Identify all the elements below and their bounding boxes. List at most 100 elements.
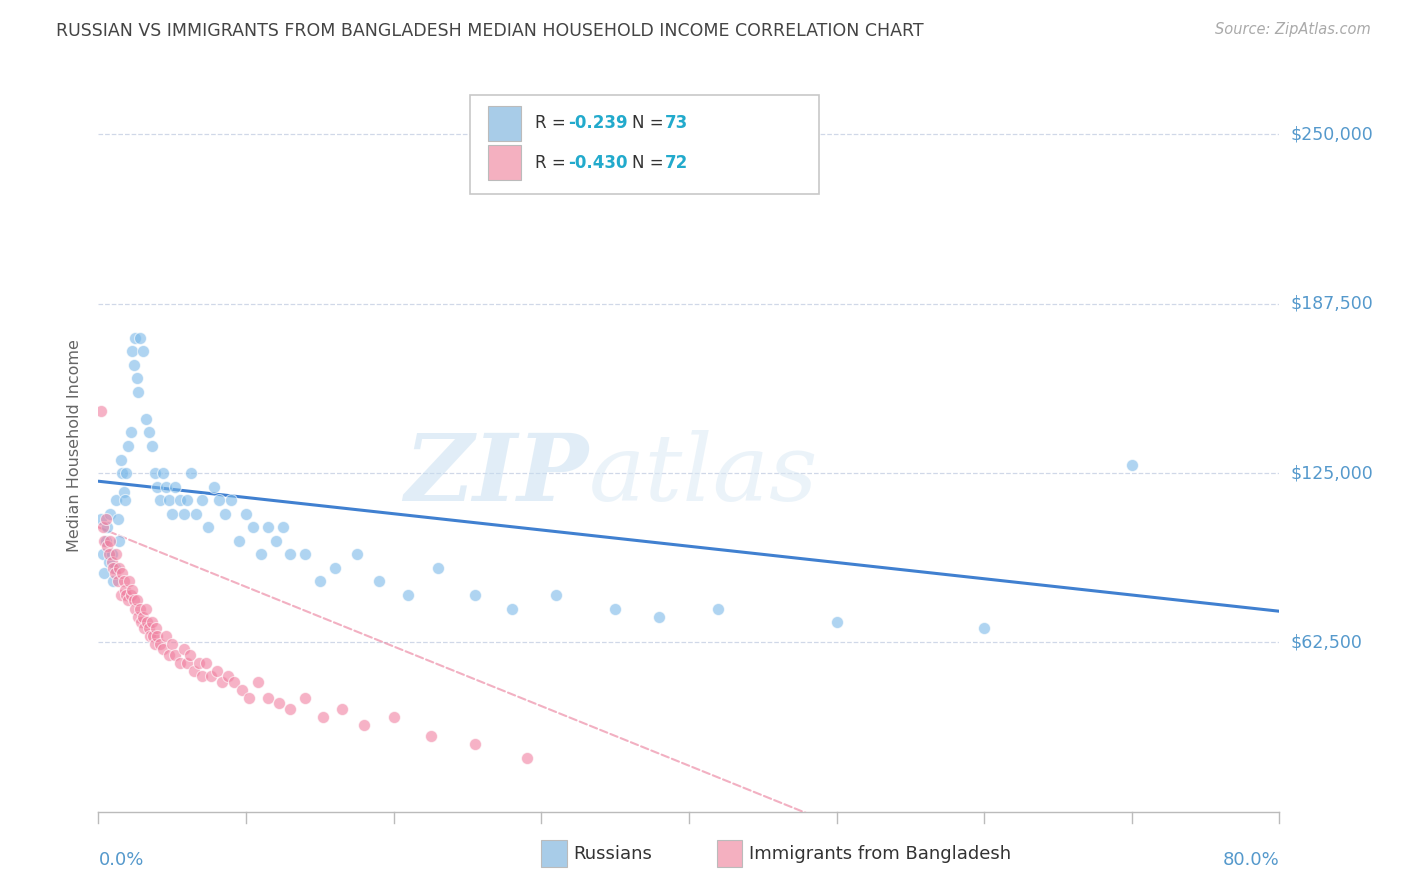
Point <box>228 533 250 548</box>
Point <box>104 561 127 575</box>
Point <box>257 520 280 534</box>
Text: $250,000: $250,000 <box>1291 126 1374 144</box>
Point <box>96 539 118 553</box>
Point <box>96 520 118 534</box>
Point <box>155 480 177 494</box>
Point <box>257 690 280 705</box>
Point <box>173 642 195 657</box>
Point <box>202 480 225 494</box>
Point <box>464 737 486 751</box>
Point <box>294 547 316 561</box>
Point <box>132 344 155 359</box>
Point <box>122 593 145 607</box>
Point <box>94 512 117 526</box>
Point <box>143 466 166 480</box>
Point <box>107 574 129 589</box>
Point <box>191 493 214 508</box>
Point <box>114 582 136 597</box>
Point <box>219 493 242 508</box>
Text: Russians: Russians <box>574 845 652 863</box>
Point <box>110 452 132 467</box>
Point <box>309 574 332 589</box>
Point <box>155 629 177 643</box>
Point <box>103 574 125 589</box>
Point <box>214 507 236 521</box>
Point <box>93 533 115 548</box>
Point <box>104 566 127 581</box>
Point <box>464 588 486 602</box>
Point <box>108 561 131 575</box>
Point <box>195 656 218 670</box>
Point <box>124 601 146 615</box>
Point <box>94 533 117 548</box>
Text: -0.430: -0.430 <box>568 154 628 172</box>
Text: 80.0%: 80.0% <box>1223 851 1279 869</box>
Point <box>368 574 391 589</box>
Point <box>312 710 335 724</box>
Point <box>125 593 148 607</box>
Point <box>127 384 149 399</box>
Point <box>98 507 121 521</box>
Point <box>127 609 149 624</box>
Point <box>162 507 183 521</box>
Point <box>353 718 375 732</box>
Point <box>90 404 112 418</box>
Point <box>267 697 290 711</box>
Point <box>146 629 169 643</box>
Bar <box>488 106 522 141</box>
Point <box>396 588 419 602</box>
Point <box>382 710 405 724</box>
Point <box>117 439 139 453</box>
Point <box>176 493 198 508</box>
Point <box>97 556 120 570</box>
Point <box>142 629 165 643</box>
Point <box>120 425 142 440</box>
Text: 73: 73 <box>665 114 689 132</box>
Point <box>169 493 191 508</box>
Point <box>128 331 150 345</box>
Point <box>93 566 115 581</box>
Point <box>138 425 160 440</box>
Point <box>419 729 441 743</box>
Point <box>121 344 143 359</box>
Point <box>169 656 191 670</box>
Text: $187,500: $187,500 <box>1291 294 1374 313</box>
Point <box>125 371 148 385</box>
Point <box>114 493 136 508</box>
Text: $125,000: $125,000 <box>1291 464 1374 482</box>
Point <box>136 615 159 629</box>
Point <box>648 609 671 624</box>
Text: 0.0%: 0.0% <box>98 851 143 869</box>
Point <box>180 466 202 480</box>
Point <box>149 637 172 651</box>
Text: R =: R = <box>536 154 571 172</box>
Point <box>115 588 138 602</box>
Point <box>107 512 129 526</box>
Point <box>97 547 120 561</box>
Point <box>187 656 209 670</box>
Point <box>141 439 163 453</box>
Text: ZIP: ZIP <box>405 430 589 520</box>
Point <box>105 547 128 561</box>
Point <box>707 601 730 615</box>
Text: atlas: atlas <box>589 430 818 520</box>
Point <box>100 556 122 570</box>
Point <box>91 547 114 561</box>
Point <box>110 588 132 602</box>
Point <box>105 493 128 508</box>
Text: R =: R = <box>536 114 571 132</box>
Point <box>250 547 273 561</box>
Point <box>165 480 187 494</box>
Text: -0.239: -0.239 <box>568 114 628 132</box>
Point <box>112 574 135 589</box>
Point <box>200 669 222 683</box>
Point <box>231 682 253 697</box>
Point <box>278 702 302 716</box>
Point <box>346 547 368 561</box>
Point <box>111 466 134 480</box>
Point <box>108 533 131 548</box>
Point <box>224 674 246 689</box>
Text: 72: 72 <box>665 154 689 172</box>
Point <box>825 615 848 629</box>
Point <box>152 466 174 480</box>
